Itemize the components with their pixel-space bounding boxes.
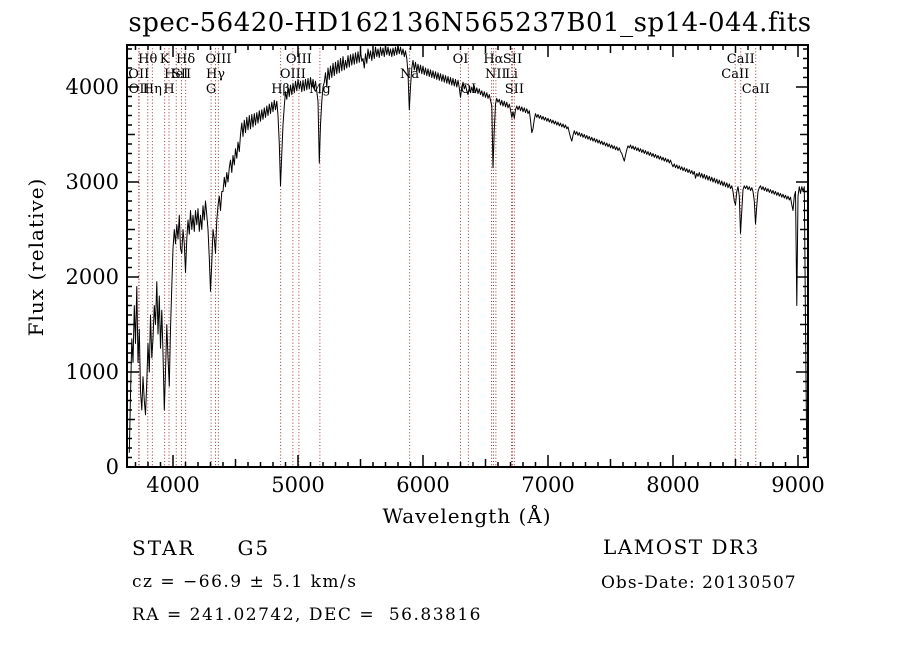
y-axis-tick-label: 2000 [66, 265, 119, 289]
spectral-line-label: G [206, 82, 216, 97]
object-type: STAR [132, 536, 196, 560]
spectral-line-label: SII [172, 67, 191, 82]
axis-frame [126, 44, 809, 468]
spectral-line-label: CaII [721, 67, 749, 82]
spectral-line-label: SII [505, 82, 524, 97]
spectral-line-label: CaII [742, 82, 770, 97]
figure-title: spec-56420-HD162136N565237B01_sp14-044.f… [128, 8, 812, 38]
spectral-line-label: OIII [205, 52, 231, 67]
survey-release-label: LAMOST DR3 [603, 535, 760, 559]
spectral-line-label: Hα [483, 52, 503, 67]
y-axis-tick-label: 0 [106, 455, 119, 479]
ra-dec-value: RA = 241.02742, DEC = 56.83816 [132, 605, 482, 625]
spectral-line-label: Hδ [176, 52, 195, 67]
spectral-line-label: SII [503, 52, 522, 67]
spectral-line-label: HeI [164, 67, 188, 82]
spectral-line-label: NII [485, 67, 507, 82]
spectral-line-label: OIII [280, 67, 306, 82]
spectral-line-label: CaII [727, 52, 755, 67]
x-axis-title: Wavelength (Å) [382, 504, 552, 528]
y-axis-tick-label: 1000 [66, 360, 119, 384]
x-axis-tick-label: 7000 [521, 473, 574, 497]
x-axis-tick-label: 8000 [646, 473, 699, 497]
spectral-line-label: Na [400, 67, 419, 82]
spectral-line-label: OII [128, 67, 149, 82]
spectral-line-label: K [160, 52, 170, 67]
cz-velocity-value: cz = −66.9 ± 5.1 km/s [132, 572, 358, 592]
y-axis-tick-label: 3000 [66, 170, 119, 194]
spectral-line-label: OI [460, 82, 476, 97]
x-axis-tick-label: 4000 [146, 473, 199, 497]
obs-date-value: Obs-Date: 20130507 [601, 573, 797, 593]
x-axis-tick-label: 6000 [396, 473, 449, 497]
spectral-line-label: Hγ [206, 67, 225, 82]
x-axis-tick-label: 5000 [271, 473, 324, 497]
y-axis-title: Flux (relative) [24, 177, 48, 337]
spectrum-trace [128, 45, 808, 458]
y-axis-tick-label: 4000 [66, 75, 119, 99]
spectral-line-label: H [163, 82, 174, 97]
spectral-line-label: OII [129, 82, 150, 97]
x-axis-tick-label: 9000 [771, 473, 824, 497]
spectral-line-label: Li [505, 67, 518, 82]
spectral-line-label: OI [453, 52, 469, 67]
object-subclass: G5 [237, 536, 271, 560]
spectral-line-label: Hη [143, 82, 162, 97]
spectral-line-label: OIII [286, 52, 312, 67]
spectral-line-label: Hθ [138, 52, 157, 67]
object-class-line: STAR G5 [132, 536, 270, 560]
